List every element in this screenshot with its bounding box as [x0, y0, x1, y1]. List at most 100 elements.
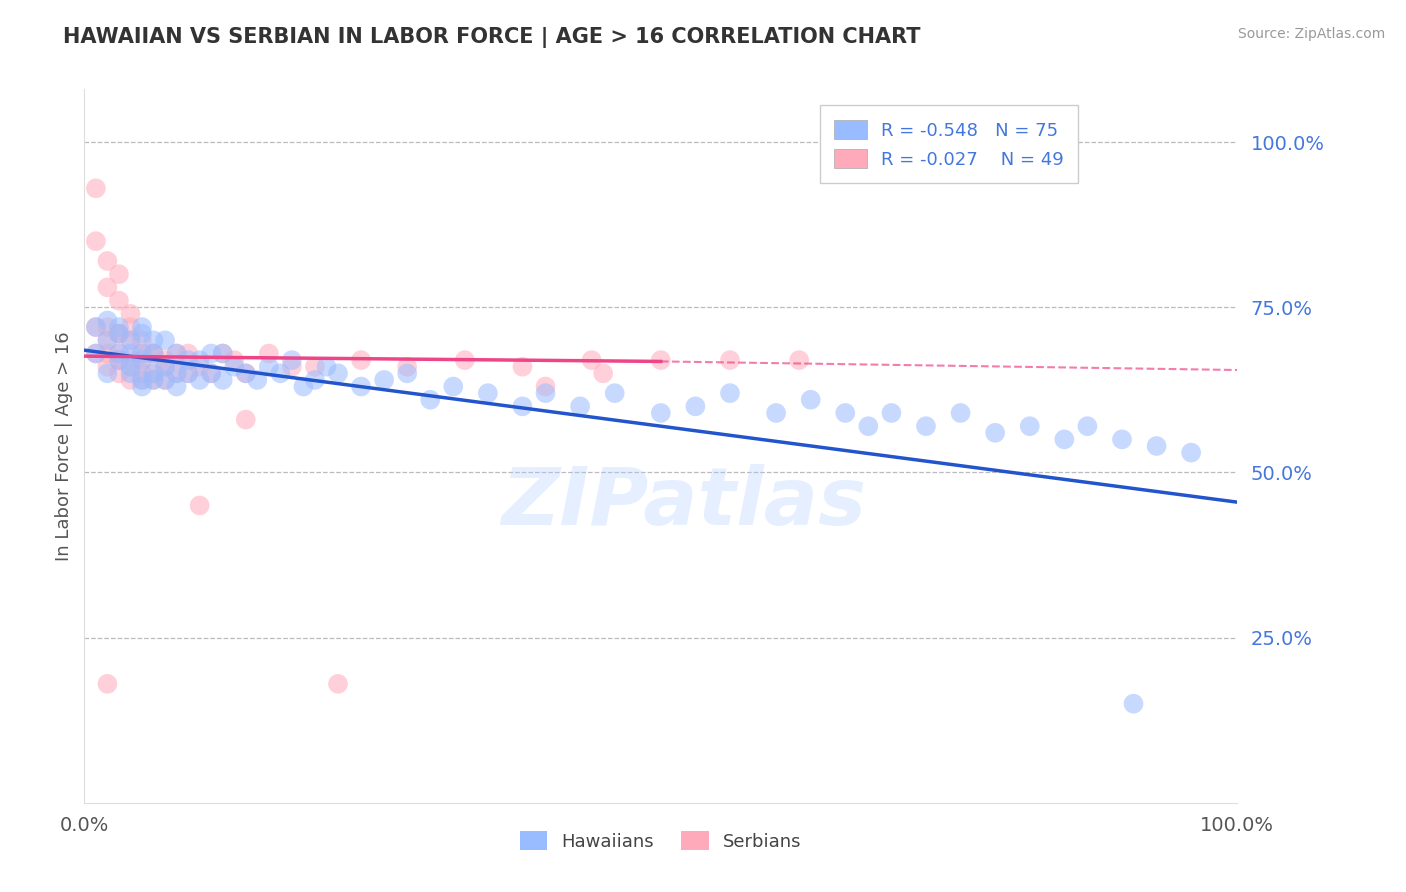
Hawaiians	[1053, 433, 1076, 447]
Hawaiians	[326, 367, 349, 381]
Hawaiians	[269, 367, 291, 381]
Hawaiians	[834, 406, 856, 420]
Hawaiians	[569, 400, 592, 414]
Hawaiians	[396, 367, 419, 381]
Hawaiians	[153, 359, 176, 374]
Hawaiians	[142, 367, 165, 381]
Hawaiians	[477, 386, 499, 401]
Hawaiians	[1076, 419, 1098, 434]
Hawaiians	[153, 373, 176, 387]
Serbians	[142, 346, 165, 360]
Hawaiians	[120, 346, 142, 360]
Hawaiians	[984, 425, 1007, 440]
Hawaiians	[880, 406, 903, 420]
Serbians	[108, 367, 131, 381]
Serbians	[131, 373, 153, 387]
Hawaiians	[166, 379, 188, 393]
Serbians	[120, 353, 142, 368]
Serbians	[153, 353, 176, 368]
Serbians	[153, 359, 176, 374]
Hawaiians	[1122, 697, 1144, 711]
Serbians	[177, 367, 200, 381]
Serbians	[96, 359, 118, 374]
Serbians	[153, 373, 176, 387]
Hawaiians	[131, 320, 153, 334]
Serbians	[131, 333, 153, 347]
Hawaiians	[131, 379, 153, 393]
Hawaiians	[177, 367, 200, 381]
Serbians	[188, 499, 211, 513]
Serbians	[84, 234, 107, 248]
Hawaiians	[1018, 419, 1040, 434]
Serbians	[131, 346, 153, 360]
Hawaiians	[800, 392, 823, 407]
Hawaiians	[131, 373, 153, 387]
Hawaiians	[166, 367, 188, 381]
Serbians	[396, 359, 419, 374]
Hawaiians	[246, 373, 269, 387]
Serbians	[166, 346, 188, 360]
Serbians	[120, 307, 142, 321]
Serbians	[120, 333, 142, 347]
Hawaiians	[224, 359, 246, 374]
Serbians	[108, 293, 131, 308]
Hawaiians	[534, 386, 557, 401]
Serbians	[592, 367, 614, 381]
Hawaiians	[1180, 445, 1202, 459]
Hawaiians	[211, 346, 233, 360]
Serbians	[650, 353, 672, 368]
Hawaiians	[120, 333, 142, 347]
Serbians	[512, 359, 534, 374]
Serbians	[96, 346, 118, 360]
Serbians	[177, 346, 200, 360]
Hawaiians	[257, 359, 280, 374]
Serbians	[131, 367, 153, 381]
Text: Source: ZipAtlas.com: Source: ZipAtlas.com	[1237, 27, 1385, 41]
Serbians	[108, 326, 131, 341]
Hawaiians	[718, 386, 741, 401]
Legend: Hawaiians, Serbians: Hawaiians, Serbians	[513, 824, 808, 858]
Hawaiians	[96, 367, 118, 381]
Hawaiians	[858, 419, 880, 434]
Hawaiians	[603, 386, 626, 401]
Hawaiians	[84, 320, 107, 334]
Serbians	[120, 359, 142, 374]
Serbians	[326, 677, 349, 691]
Hawaiians	[120, 359, 142, 374]
Serbians	[581, 353, 603, 368]
Serbians	[166, 367, 188, 381]
Serbians	[257, 346, 280, 360]
Hawaiians	[142, 346, 165, 360]
Hawaiians	[108, 346, 131, 360]
Serbians	[224, 353, 246, 368]
Hawaiians	[373, 373, 395, 387]
Serbians	[96, 333, 118, 347]
Hawaiians	[131, 346, 153, 360]
Hawaiians	[1146, 439, 1168, 453]
Hawaiians	[96, 313, 118, 327]
Serbians	[534, 379, 557, 393]
Hawaiians	[315, 359, 337, 374]
Hawaiians	[949, 406, 972, 420]
Serbians	[96, 280, 118, 294]
Serbians	[350, 353, 373, 368]
Hawaiians	[685, 400, 707, 414]
Hawaiians	[419, 392, 441, 407]
Hawaiians	[131, 326, 153, 341]
Hawaiians	[350, 379, 373, 393]
Hawaiians	[108, 320, 131, 334]
Hawaiians	[120, 367, 142, 381]
Hawaiians	[153, 333, 176, 347]
Serbians	[84, 181, 107, 195]
Serbians	[120, 373, 142, 387]
Hawaiians	[441, 379, 464, 393]
Hawaiians	[142, 333, 165, 347]
Serbians	[96, 254, 118, 268]
Hawaiians	[188, 353, 211, 368]
Serbians	[108, 353, 131, 368]
Hawaiians	[131, 353, 153, 368]
Hawaiians	[84, 346, 107, 360]
Serbians	[84, 320, 107, 334]
Hawaiians	[211, 373, 233, 387]
Serbians	[96, 677, 118, 691]
